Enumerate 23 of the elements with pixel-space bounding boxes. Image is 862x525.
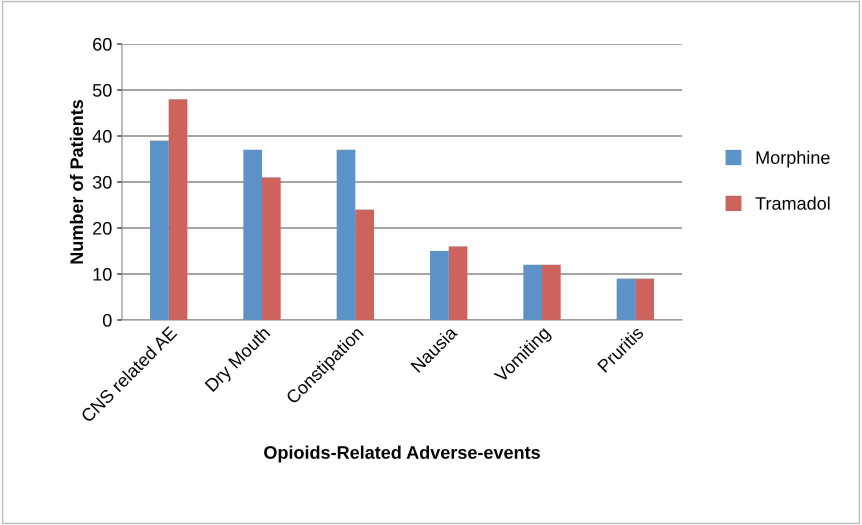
bar [635,278,654,320]
bar [523,264,542,320]
y-tick-label: 40 [92,130,112,143]
y-tick-label: 20 [93,222,112,235]
legend-label: Morphine [756,150,830,168]
bar [243,150,262,320]
y-axis-title: Number of Patients [70,100,84,264]
bar [542,264,561,320]
y-tick-label: 0 [102,314,112,327]
bar [336,150,356,320]
bar [430,251,449,320]
bar [616,278,636,320]
y-tick-label: 50 [92,84,112,97]
y-tick-label: 60 [93,38,112,51]
legend-label: Tramadol [756,196,830,210]
y-tick-label: 30 [92,176,112,189]
bar [168,99,188,320]
bar [150,140,169,320]
bar [355,210,374,320]
y-tick-label: 10 [94,268,112,281]
x-axis-title: Opioids-Related Adverse-events [264,446,540,462]
bar [262,177,281,320]
bar [448,246,468,320]
